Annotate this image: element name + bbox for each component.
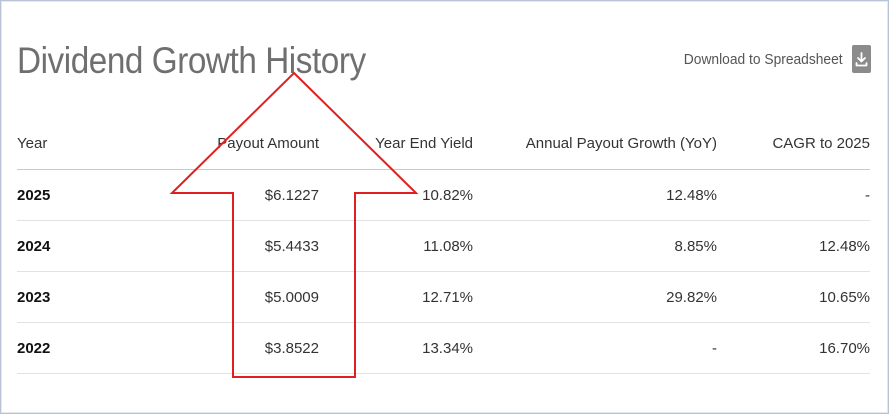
cell-year-end-yield: 13.34%	[319, 322, 473, 374]
cell-cagr: -	[717, 169, 870, 221]
download-spreadsheet-button[interactable]: Download to Spreadsheet	[670, 45, 871, 73]
cell-annual-payout-growth: 8.85%	[473, 220, 717, 272]
cell-annual-payout-growth: 29.82%	[473, 271, 717, 323]
cell-cagr: 16.70%	[717, 322, 870, 374]
cell-year: 2022	[17, 322, 117, 374]
cell-annual-payout-growth: -	[473, 322, 717, 374]
table-row: 2023 $5.0009 12.71% 29.82% 10.65%	[17, 271, 870, 323]
page-title: Dividend Growth History	[17, 40, 366, 81]
cell-year-end-yield: 10.82%	[319, 169, 473, 221]
table-row: 2025 $6.1227 10.82% 12.48% -	[17, 169, 870, 221]
cell-year-end-yield: 11.08%	[319, 220, 473, 272]
cell-year-end-yield: 12.71%	[319, 271, 473, 323]
cell-payout-amount: $6.1227	[117, 169, 319, 221]
download-icon	[852, 45, 871, 73]
header-payout-amount[interactable]: Payout Amount	[117, 118, 319, 170]
cell-cagr: 10.65%	[717, 271, 870, 323]
cell-cagr: 12.48%	[717, 220, 870, 272]
table-header-row: Year Payout Amount Year End Yield Annual…	[17, 118, 870, 170]
cell-payout-amount: $5.0009	[117, 271, 319, 323]
download-arrow-glyph	[855, 51, 868, 66]
cell-year: 2025	[17, 169, 117, 221]
header-cagr[interactable]: CAGR to 2025	[717, 118, 870, 170]
table-row: 2022 $3.8522 13.34% - 16.70%	[17, 322, 870, 374]
header-year-end-yield[interactable]: Year End Yield	[319, 118, 473, 170]
cell-payout-amount: $3.8522	[117, 322, 319, 374]
cell-annual-payout-growth: 12.48%	[473, 169, 717, 221]
cell-year: 2024	[17, 220, 117, 272]
cell-payout-amount: $5.4433	[117, 220, 319, 272]
cell-year: 2023	[17, 271, 117, 323]
header-annual-payout-growth[interactable]: Annual Payout Growth (YoY)	[473, 118, 717, 170]
dividend-history-table: Year Payout Amount Year End Yield Annual…	[17, 118, 870, 374]
download-label: Download to Spreadsheet	[684, 50, 843, 68]
table-row: 2024 $5.4433 11.08% 8.85% 12.48%	[17, 220, 870, 272]
header-year[interactable]: Year	[17, 118, 117, 170]
